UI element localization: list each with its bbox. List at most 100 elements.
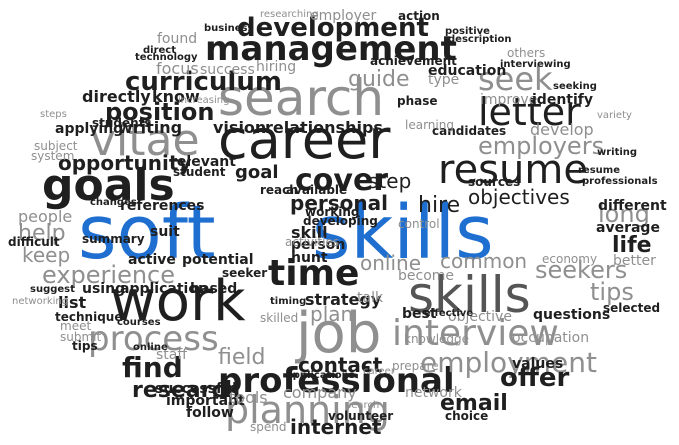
cloud-word-staff: staff	[156, 347, 187, 363]
cloud-word-sources: sources	[468, 175, 520, 189]
cloud-word-planning: planning	[225, 388, 390, 432]
cloud-word-successful: successful	[155, 381, 237, 397]
cloud-word-others: others	[507, 46, 545, 60]
cloud-word-reach: reach	[260, 183, 298, 197]
cloud-word-directly: directly	[82, 87, 151, 106]
cloud-word-students: students	[92, 116, 152, 130]
cloud-word-life: life	[612, 233, 652, 258]
cloud-word-tips: tips	[590, 278, 634, 306]
cloud-word-technique: technique	[55, 310, 122, 324]
cloud-word-writing: writing	[118, 118, 182, 137]
cloud-word-business: business	[204, 23, 254, 34]
cloud-word-positive: positive	[445, 26, 490, 37]
cloud-word-hiring: hiring	[256, 59, 296, 75]
cloud-word-knowledge: knowledge	[404, 332, 469, 346]
cloud-word-student: student	[173, 165, 226, 179]
cloud-word-action: action	[398, 9, 440, 23]
cloud-word-hire: hire	[418, 193, 460, 218]
cloud-word-seeker: seeker	[222, 266, 267, 280]
cloud-word-professional: professional	[218, 361, 455, 401]
cloud-word-description: description	[448, 34, 512, 45]
cloud-word-applying: applying	[55, 121, 123, 137]
cloud-word-improve: improve	[480, 92, 537, 108]
word-group: soft skillscareersearchmanagementdevelopm…	[8, 8, 667, 439]
cloud-word-career: career	[218, 108, 391, 171]
cloud-word-experience: experience	[42, 261, 175, 289]
cloud-word-prepare: prepare	[392, 359, 439, 373]
cloud-word-know: know	[152, 87, 200, 106]
cloud-word-become: become	[398, 268, 454, 284]
cloud-word-available: available	[286, 183, 347, 197]
cloud-word-keep: keep	[22, 243, 70, 267]
cloud-word-economy: economy	[542, 252, 597, 266]
cloud-word-relevant: relevant	[170, 154, 236, 170]
cloud-word-relationships: relationships	[265, 118, 383, 137]
cloud-word-letter: letter	[478, 90, 581, 134]
cloud-word-objective: objective	[448, 309, 512, 325]
cloud-word-candidates: candidates	[432, 124, 506, 138]
cloud-word-personal: personal	[290, 191, 388, 215]
cloud-word-develop: develop	[530, 120, 594, 139]
cloud-word-success: success	[200, 62, 255, 78]
cloud-word-application: application	[120, 281, 208, 297]
cloud-word-search: search	[218, 69, 384, 127]
cloud-word-active: active	[128, 252, 176, 268]
cloud-word-changes: changes	[90, 197, 137, 208]
cloud-word-skills: skills	[408, 266, 531, 324]
cloud-word-seek: seek	[478, 60, 553, 98]
cloud-word-interviewing: interviewing	[500, 59, 571, 70]
cloud-word-references: references	[120, 198, 204, 214]
cloud-word-identify: identify	[532, 92, 593, 108]
cloud-word-employers: employers	[478, 132, 604, 160]
cloud-word-education: education	[428, 63, 506, 79]
cloud-word-using: using	[82, 281, 125, 297]
cloud-word-employment: employment	[420, 346, 597, 379]
cloud-word-tips: tips	[72, 339, 98, 353]
cloud-word-management: management	[205, 29, 457, 69]
cloud-word-skills: skills	[312, 190, 494, 276]
cloud-word-difficult: difficult	[8, 235, 60, 249]
cloud-word-vision: vision	[213, 118, 266, 137]
cloud-word-average: average	[596, 220, 660, 236]
cloud-word-company: company	[283, 383, 357, 402]
cloud-word-researching: researching	[260, 9, 319, 20]
cloud-word-email: email	[440, 391, 508, 416]
cloud-word-job: job	[294, 301, 381, 366]
cloud-word-time: time	[268, 253, 359, 294]
cloud-word-meet: meet	[60, 319, 91, 333]
cloud-word-field: field	[218, 345, 265, 370]
cloud-word-found: found	[157, 31, 197, 47]
cloud-word-questions: questions	[533, 307, 610, 323]
cloud-word-goal: goal	[235, 162, 279, 183]
cloud-word-developing: developing	[303, 214, 378, 228]
cloud-word-steps: steps	[40, 109, 67, 120]
cloud-word-search: search	[346, 400, 379, 411]
cloud-word-different: different	[598, 198, 667, 214]
cloud-word-contact: contact	[298, 353, 383, 377]
cloud-word-type: type	[428, 72, 459, 88]
cloud-word-tools: tools	[229, 388, 268, 407]
cloud-word-skilled: skilled	[260, 311, 298, 325]
cloud-word-submit: submit	[60, 330, 101, 344]
cloud-word-skill: skill	[291, 223, 328, 242]
cloud-word-focus: focus	[156, 59, 199, 78]
cloud-word-list: list	[58, 293, 86, 312]
cloud-word-best: best	[402, 306, 437, 322]
cloud-word-suit: suit	[150, 224, 180, 240]
cloud-word-values: values	[512, 356, 563, 372]
cloud-word-online: online	[133, 342, 168, 353]
cloud-word-learning: learning	[405, 118, 454, 132]
cloud-word-person: person	[291, 237, 345, 253]
cloud-word-common: common	[440, 249, 527, 273]
cloud-word-technology: technology	[135, 52, 198, 63]
cloud-word-strategy: strategy	[305, 290, 382, 309]
cloud-word-occupation: occupation	[512, 330, 589, 346]
cloud-word-hunt: hunt	[291, 250, 328, 266]
cloud-word-online: online	[360, 251, 421, 275]
cloud-word-working: working	[305, 205, 359, 219]
cloud-word-activities: activities	[285, 235, 339, 249]
cloud-word-seekers: seekers	[535, 256, 627, 284]
cloud-word-seeking: seeking	[553, 81, 597, 92]
cloud-word-position: position	[105, 98, 214, 126]
